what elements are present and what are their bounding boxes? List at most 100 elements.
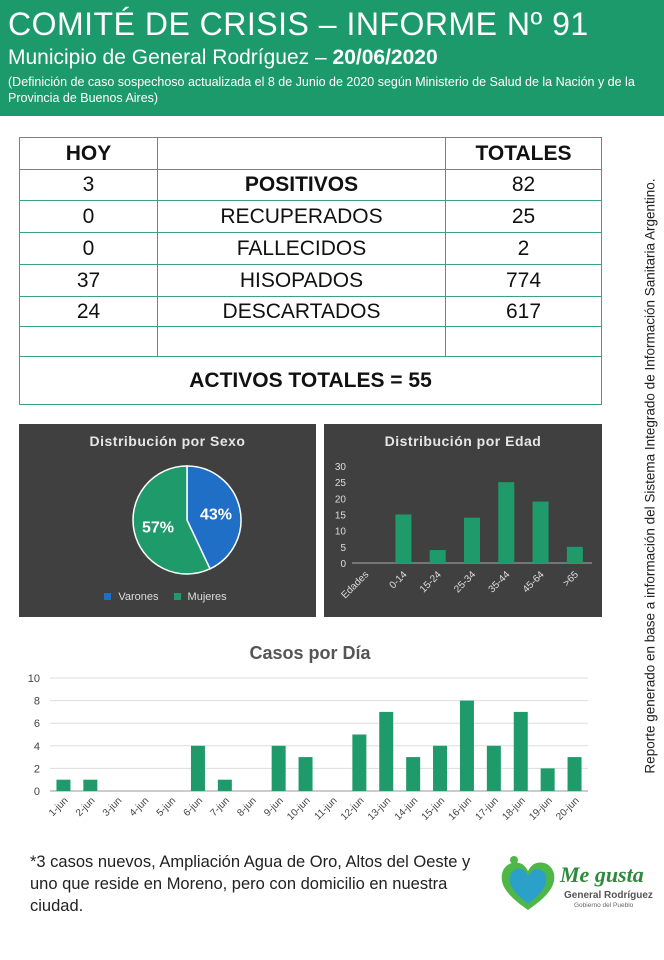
age-x-tick: 15-24	[418, 569, 444, 595]
legend-mujeres: Mujeres	[173, 591, 231, 603]
age-y-tick: 20	[335, 494, 347, 505]
day-bar-15-jun	[433, 745, 448, 791]
pie-label-mujeres: 57%	[142, 519, 174, 536]
sex-chart-title: Distribución por Sexo	[89, 433, 246, 449]
table-row: 3 POSITIVOS 82	[19, 169, 602, 201]
day-x-tick: 8-jun	[235, 795, 259, 819]
day-x-tick: 13-jun	[366, 795, 393, 822]
age-bar-15-24	[429, 550, 446, 563]
hoy-fallecidos: 0	[19, 232, 158, 265]
day-bar-9-jun	[271, 745, 286, 791]
total-hisopados: 774	[445, 264, 602, 297]
table-row: 0 RECUPERADOS 25	[19, 200, 602, 233]
total-positivos: 82	[445, 169, 602, 201]
table-row: 24 DESCARTADOS 617	[19, 296, 602, 327]
day-y-tick: 6	[34, 718, 40, 730]
age-y-tick: 25	[335, 478, 347, 489]
label-hisopados: HISOPADOS	[157, 264, 446, 297]
header-hoy: HOY	[19, 137, 158, 170]
total-fallecidos: 2	[445, 232, 602, 265]
day-x-tick: 10-jun	[285, 795, 312, 822]
report-header: COMITÉ DE CRISIS – INFORME Nº 91 Municip…	[0, 0, 664, 116]
day-x-tick: 1-jun	[47, 795, 71, 819]
age-bar-0-14	[395, 514, 412, 563]
age-bar-45-64	[532, 501, 549, 563]
day-bar-20-jun	[567, 757, 582, 791]
age-bar->65	[566, 546, 583, 563]
report-date: 20/06/2020	[332, 46, 438, 69]
legend-mujeres-swatch	[173, 593, 181, 600]
age-x-tick: 25-34	[452, 569, 478, 595]
day-x-tick: 19-jun	[527, 795, 554, 822]
logo-tagline: Gobierno del Pueblo	[574, 902, 634, 909]
age-y-tick: 5	[340, 543, 346, 554]
day-x-tick: 20-jun	[554, 795, 581, 822]
label-recuperados: RECUPERADOS	[157, 200, 446, 233]
logo-title: Me gusta	[560, 862, 644, 887]
me-gusta-logo: Me gusta General Rodríguez Gobierno del …	[498, 852, 653, 922]
pie-slice-mujeres	[132, 465, 211, 575]
age-y-tick: 10	[335, 527, 347, 538]
table-empty-row	[19, 326, 602, 357]
day-chart-title: Casos por Día	[249, 643, 371, 663]
hoy-hisopados: 37	[19, 264, 158, 297]
sex-pie-chart: 43% 57%	[132, 465, 242, 575]
day-x-tick: 9-jun	[262, 795, 286, 819]
day-bar-7-jun	[217, 779, 232, 791]
logo-subtitle: General Rodríguez	[564, 890, 653, 901]
day-x-tick: 11-jun	[313, 795, 340, 822]
total-descartados: 617	[445, 296, 602, 327]
day-y-tick: 8	[34, 696, 40, 708]
day-y-tick: 4	[34, 741, 40, 753]
day-x-tick: 14-jun	[393, 795, 420, 822]
day-bar-18-jun	[513, 711, 528, 791]
label-fallecidos: FALLECIDOS	[157, 232, 446, 265]
sex-distribution-panel: Distribución por Sexo 43% 57% Varones Muj…	[19, 424, 316, 617]
sex-chart-legend: Varones Mujeres	[19, 591, 316, 603]
hoy-descartados: 24	[19, 296, 158, 327]
table-row: 0 FALLECIDOS 2	[19, 232, 602, 265]
day-bar-14-jun	[406, 757, 421, 791]
day-x-tick: 17-jun	[474, 795, 501, 822]
case-definition-note: (Definición de caso sospechoso actualiza…	[8, 75, 635, 105]
day-x-tick: 15-jun	[420, 795, 447, 822]
age-x-tick: 45-64	[521, 569, 547, 595]
table-header-row: HOY TOTALES	[19, 137, 602, 170]
day-x-tick: 16-jun	[447, 795, 474, 822]
day-y-tick: 0	[34, 786, 40, 798]
legend-varones-swatch	[104, 593, 112, 600]
header-empty	[157, 137, 446, 170]
total-recuperados: 25	[445, 200, 602, 233]
municipality-label: Municipio de General Rodríguez –	[8, 46, 333, 69]
stats-table: HOY TOTALES 3 POSITIVOS 82 0 RECUPERADOS…	[19, 137, 602, 405]
pie-label-varones: 43%	[200, 507, 232, 524]
legend-varones: Varones	[104, 591, 162, 603]
heart-logo-icon	[501, 856, 555, 910]
table-row: 37 HISOPADOS 774	[19, 264, 602, 297]
day-bar-1-jun	[56, 779, 71, 791]
hoy-recuperados: 0	[19, 200, 158, 233]
age-distribution-panel: Distribución por Edad 0 5 10 15 20 25 30 Edades…	[324, 424, 602, 617]
pie-slice-varones	[186, 465, 242, 570]
day-x-tick: 6-jun	[182, 795, 206, 819]
age-bar-25-34	[464, 517, 480, 563]
source-note: Reporte generado en base a información d…	[642, 178, 658, 774]
day-x-tick: 4-jun	[128, 795, 152, 819]
report-title: COMITÉ DE CRISIS – INFORME Nº 91	[8, 6, 589, 42]
day-bar-2-jun	[83, 779, 98, 791]
day-bar-13-jun	[379, 711, 394, 791]
day-bar-6-jun	[190, 745, 205, 791]
age-y-tick: 30	[335, 462, 347, 473]
day-bar-12-jun	[352, 734, 367, 791]
day-bar-10-jun	[298, 757, 313, 791]
age-x-axis-label: Edades	[339, 569, 371, 601]
cases-per-day-chart: Casos por Día 0 2 4 6 8 10 1-jun 2-jun 3-jun 4-jun…	[28, 643, 588, 823]
header-totales: TOTALES	[445, 137, 602, 170]
day-y-tick: 2	[34, 763, 40, 775]
activos-row: ACTIVOS TOTALES = 55	[19, 356, 602, 405]
age-x-tick: >65	[561, 569, 581, 589]
report-subtitle: Municipio de General Rodríguez – 20/06/2…	[8, 44, 438, 72]
age-x-tick: 0-14	[388, 569, 410, 591]
day-y-tick: 10	[28, 673, 40, 685]
age-y-tick: 15	[335, 511, 347, 522]
